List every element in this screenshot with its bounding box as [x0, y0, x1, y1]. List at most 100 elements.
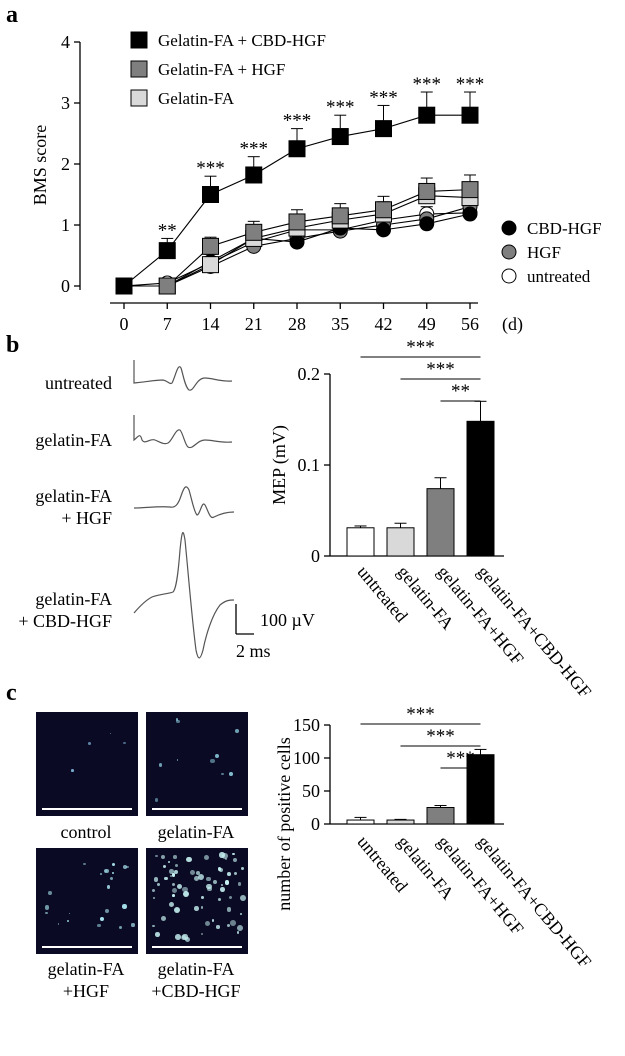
cell-signal [172, 855, 177, 859]
cell-signal [171, 883, 175, 887]
micrograph-gelatin-fa [146, 712, 248, 816]
trace-label-gelatin-fa: gelatin-FA [35, 430, 112, 450]
bar-y-tick-label: 0 [311, 546, 320, 566]
mep-bar-chart: MEP (mV) 00.10.2 ******** untreatedgelat… [269, 337, 595, 702]
cell-signal [152, 889, 155, 893]
bar [426, 488, 455, 557]
cell-signal [174, 933, 181, 940]
micrograph-gelatin-fa-cbd-hgf [146, 848, 248, 954]
trace-label-untreated: untreated [45, 373, 112, 393]
bms-point-square [115, 277, 133, 295]
micrograph-gelatin-fa-hgf [36, 848, 138, 954]
cell-signal [228, 896, 232, 900]
cell-signal [237, 925, 244, 932]
cell-signal [206, 876, 211, 882]
trace-gelatin-fa-hgf [133, 486, 235, 519]
mep-y-axis-label: MEP (mV) [269, 425, 290, 505]
image-label-gelatin-fa-hgf: gelatin-FA +HGF [48, 959, 125, 1001]
cell-signal [232, 852, 235, 856]
cell-signal [204, 854, 210, 860]
cell-signal [201, 932, 204, 935]
cell-signal [83, 862, 86, 866]
cell-signal [106, 885, 111, 889]
cell-signal [229, 919, 236, 926]
micrograph-control [36, 712, 138, 816]
panel-letter-c: c [6, 680, 17, 706]
cell-signal [224, 880, 230, 886]
cell-signal [226, 923, 230, 927]
bms-significance-label: *** [283, 111, 312, 132]
cell-signal [226, 907, 232, 912]
bar [346, 527, 375, 557]
bms-y-tick-label: 2 [61, 154, 70, 174]
bms-significance-label: *** [196, 158, 225, 179]
cell-signal [186, 856, 192, 863]
cell-signal [184, 936, 190, 942]
cell-signal [67, 920, 69, 922]
bms-point-square [202, 237, 219, 255]
cell-signal [109, 732, 112, 735]
bms-y-tick-label: 1 [61, 215, 70, 235]
cell-signal [237, 882, 242, 886]
cell-signal [227, 871, 232, 876]
cell-signal [173, 869, 178, 874]
cell-signal [204, 920, 211, 927]
image-label-gelatin-fa: gelatin-FA [158, 822, 235, 842]
cell-signal [214, 753, 219, 758]
cell-signal [190, 870, 196, 876]
bms-point-square [461, 181, 479, 199]
panel-letter-a: a [6, 2, 18, 28]
cell-signal [171, 887, 177, 894]
cell-signal [235, 728, 240, 733]
scale-time-label: 2 ms [236, 641, 271, 661]
bms-point-square [158, 277, 176, 295]
cell-signal [193, 905, 199, 911]
cell-signal [198, 873, 204, 880]
legend-label: Gelatin-FA + CBD-HGF [158, 31, 326, 50]
bar-y-tick-label: 0.2 [298, 364, 321, 384]
bms-significance-label: ** [158, 220, 177, 241]
cell-signal [170, 875, 173, 878]
cell-signal [206, 883, 212, 890]
cells-y-axis-label: number of positive cells [274, 737, 294, 910]
cell-signal [155, 931, 161, 937]
bms-x-tick-label: 7 [163, 314, 172, 334]
trace-label-gelatin-fa-cbd-hgf: gelatin-FA + CBD-HGF [18, 589, 112, 631]
micrograph-scale-bar [42, 808, 132, 810]
bms-point-square [461, 106, 479, 124]
bms-x-tick-label: 0 [120, 314, 129, 334]
bms-point-circle [462, 206, 478, 222]
bms-point-square [418, 182, 436, 200]
bms-y-tick-label: 3 [61, 93, 70, 113]
legend-label: Gelatin-FA + HGF [158, 60, 285, 79]
cell-signal [152, 896, 156, 900]
cell-signal [110, 877, 114, 881]
legend-square-marker [130, 31, 148, 49]
legend-square-marker [130, 60, 148, 78]
significance-label: ** [451, 381, 470, 402]
bms-x-tick-label: 21 [245, 314, 263, 334]
cell-signal [241, 867, 245, 871]
image-label-gelatin-fa-cbd-hgf: gelatin-FA +CBD-HGF [151, 959, 240, 1001]
cell-signal [100, 916, 105, 922]
significance-label: *** [426, 726, 455, 747]
cell-signal [211, 919, 215, 923]
cell-signal [169, 868, 174, 874]
cell-signal [172, 894, 176, 897]
legend-circle-marker [501, 220, 517, 236]
bms-point-square [202, 186, 219, 203]
bms-point-square [288, 213, 306, 231]
cell-signal [193, 876, 199, 882]
bms-point-square [245, 223, 263, 241]
micrograph-scale-bar [42, 946, 132, 948]
bar [426, 807, 455, 825]
legend-circle-marker [501, 268, 517, 284]
bms-significance-label: *** [240, 139, 269, 160]
cell-signal [232, 857, 238, 863]
cell-signal [210, 759, 215, 764]
cell-signal [200, 906, 204, 909]
bms-point-square [375, 201, 392, 219]
cell-signal [177, 883, 183, 889]
